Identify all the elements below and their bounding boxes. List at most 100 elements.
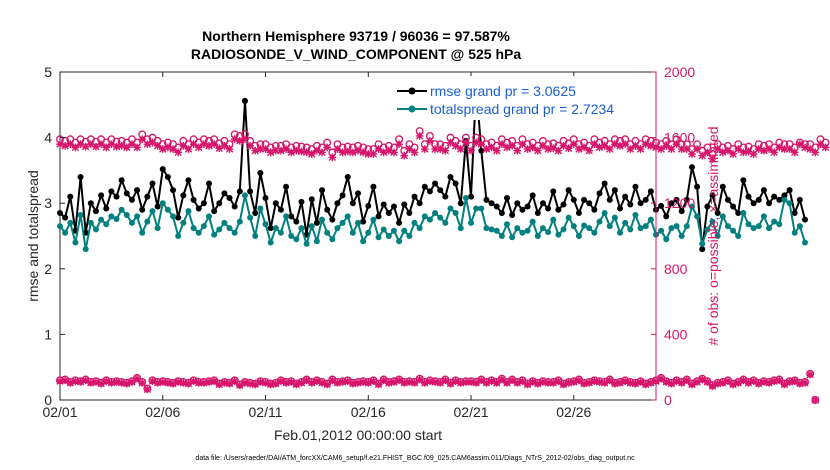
totalspread-point bbox=[92, 226, 99, 233]
obs-assimilated-point bbox=[693, 145, 701, 153]
obs-assimilated-point bbox=[616, 378, 624, 387]
totalspread-point bbox=[570, 223, 577, 230]
obs-assimilated-point bbox=[569, 378, 578, 386]
obs-assimilated-point bbox=[595, 143, 604, 152]
totalspread-point bbox=[699, 240, 706, 247]
obs-assimilated-point bbox=[770, 148, 779, 157]
totalspread-point bbox=[668, 225, 675, 232]
obs-assimilated-point bbox=[672, 140, 681, 148]
rmse-point bbox=[694, 183, 701, 190]
totalspread-point bbox=[221, 219, 228, 226]
rmse-point bbox=[488, 200, 495, 207]
totalspread-point bbox=[329, 236, 336, 243]
obs-assimilated-point bbox=[564, 144, 573, 153]
obs-assimilated-point bbox=[153, 378, 162, 387]
rmse-point bbox=[211, 208, 218, 215]
obs-assimilated-point bbox=[672, 377, 681, 385]
obs-assimilated-point bbox=[775, 143, 784, 152]
obs-assimilated-point bbox=[112, 142, 121, 151]
obs-assimilated-point bbox=[462, 138, 470, 147]
totalspread-point bbox=[622, 219, 629, 226]
obs-assimilated-point bbox=[472, 378, 481, 387]
obs-assimilated-point bbox=[523, 380, 532, 389]
rmse-point bbox=[498, 210, 505, 217]
rmse-point bbox=[108, 188, 115, 195]
obs-assimilated-point bbox=[611, 379, 619, 388]
y-tick-label: 0 bbox=[44, 392, 52, 408]
y2-tick-label: 400 bbox=[664, 326, 688, 342]
x-tick-label: 02/26 bbox=[556, 404, 591, 420]
totalspread-point bbox=[524, 227, 531, 234]
y2-tick-label: 2000 bbox=[664, 64, 695, 80]
obs-assimilated-point bbox=[533, 379, 542, 388]
totalspread-point bbox=[745, 221, 752, 228]
x-axis-label: Feb.01,2012 00:00:00 start bbox=[274, 427, 442, 443]
totalspread-point bbox=[627, 226, 634, 233]
totalspread-point bbox=[555, 231, 562, 238]
totalspread-point bbox=[596, 218, 603, 225]
totalspread-point bbox=[791, 229, 798, 236]
totalspread-point bbox=[509, 234, 516, 241]
obs-assimilated-point bbox=[395, 140, 403, 148]
obs-assimilated-point bbox=[472, 138, 481, 147]
obs-assimilated-point bbox=[235, 137, 244, 145]
obs-assimilated-point bbox=[431, 378, 439, 386]
totalspread-point bbox=[560, 226, 567, 233]
obs-assimilated-point bbox=[446, 379, 455, 388]
totalspread-point bbox=[483, 225, 490, 232]
totalspread-point bbox=[442, 219, 449, 226]
rmse-point bbox=[164, 173, 171, 180]
rmse-point bbox=[575, 210, 582, 217]
obs-assimilated-point bbox=[554, 377, 563, 385]
totalspread-point bbox=[771, 218, 778, 225]
rmse-point bbox=[113, 193, 120, 200]
obs-assimilated-point bbox=[760, 146, 768, 155]
obs-assimilated-point bbox=[338, 378, 347, 386]
totalspread-point bbox=[581, 222, 588, 229]
totalspread-point bbox=[118, 206, 125, 213]
obs-assimilated-point bbox=[390, 378, 398, 386]
obs-assimilated-point bbox=[230, 135, 239, 144]
series-obs-assimilated bbox=[56, 132, 830, 163]
obs-assimilated-point bbox=[92, 378, 100, 386]
rmse-point bbox=[339, 192, 346, 199]
rmse-point bbox=[195, 205, 202, 212]
obs-assimilated-point bbox=[117, 378, 126, 387]
obs-assimilated-point bbox=[359, 378, 367, 386]
obs-assimilated-point bbox=[729, 380, 737, 389]
totalspread-point bbox=[262, 221, 269, 228]
obs-assimilated-point bbox=[174, 378, 183, 386]
obs-assimilated-point bbox=[333, 145, 342, 153]
obs-assimilated-point bbox=[349, 148, 357, 157]
rmse-point bbox=[103, 205, 110, 212]
totalspread-point bbox=[149, 208, 156, 215]
obs-assimilated-point bbox=[549, 144, 558, 153]
totalspread-point bbox=[349, 229, 356, 236]
rmse-point bbox=[231, 203, 238, 210]
rmse-point bbox=[406, 210, 413, 217]
rmse-point bbox=[267, 225, 274, 232]
legend-marker-rmse bbox=[408, 87, 416, 95]
obs-assimilated-point bbox=[122, 379, 131, 388]
obs-assimilated-point bbox=[677, 378, 686, 387]
obs-assimilated-point bbox=[343, 147, 352, 156]
rmse-point bbox=[791, 210, 798, 217]
obs-assimilated-point bbox=[487, 377, 496, 385]
obs-assimilated-point bbox=[71, 377, 80, 385]
obs-assimilated-point bbox=[369, 150, 378, 158]
totalspread-point bbox=[365, 229, 372, 236]
totalspread-point bbox=[288, 233, 295, 239]
obs-assimilated-point bbox=[97, 140, 105, 148]
plot-area bbox=[59, 71, 657, 401]
series-totalspread bbox=[57, 192, 808, 253]
totalspread-point bbox=[344, 213, 351, 220]
obs-assimilated-point bbox=[667, 145, 676, 153]
totalspread-point bbox=[103, 221, 110, 228]
rmse-point bbox=[67, 193, 74, 200]
totalspread-point bbox=[313, 238, 320, 245]
rmse-point bbox=[611, 187, 618, 194]
rmse-point bbox=[272, 200, 279, 207]
obs-assimilated-point bbox=[297, 147, 306, 156]
totalspread-point bbox=[632, 212, 639, 219]
obs-assimilated-point bbox=[277, 146, 285, 155]
